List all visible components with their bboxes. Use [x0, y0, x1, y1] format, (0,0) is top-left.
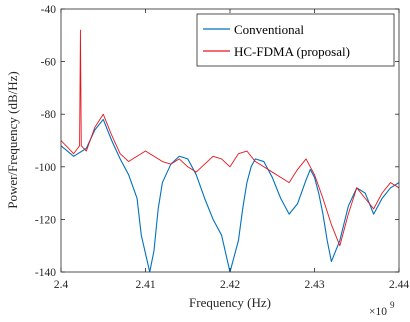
- legend: Conventional HC-FDMA (proposal): [196, 13, 395, 67]
- x-tick-label: 2.4: [54, 279, 69, 291]
- legend-box: [196, 13, 395, 67]
- series-line-conventional: [61, 118, 399, 272]
- x-tick-label: 2.41: [135, 279, 155, 291]
- y-tick-label: -100: [35, 162, 56, 174]
- y-tick-label: -60: [41, 57, 57, 69]
- y-axis-label: Power/Frequency (dB/Hz): [5, 71, 20, 209]
- legend-label-hc-fdma: HC-FDMA (proposal): [234, 44, 350, 59]
- series-line-hc-fdma: [61, 29, 399, 247]
- x-tick-label: 2.42: [220, 279, 240, 291]
- y-tick-label: -140: [35, 267, 56, 279]
- y-tick-label: -120: [35, 214, 56, 226]
- y-tick-label: -40: [41, 4, 57, 16]
- x-exponent-base: ×10: [369, 306, 387, 318]
- x-tick-label: 2.44: [389, 279, 409, 291]
- x-tick-label: 2.43: [304, 279, 324, 291]
- y-tick-label: -80: [41, 109, 57, 121]
- legend-label-conventional: Conventional: [234, 22, 304, 37]
- x-exponent-power: 9: [390, 300, 395, 310]
- x-axis-label: Frequency (Hz): [189, 295, 271, 310]
- x-axis-exponent: ×10 9: [369, 300, 395, 318]
- ticks-layer: 2.4 2.41 2.42 2.43 2.44 -40 -60 -80 -100 -120 -140: [35, 4, 409, 291]
- plot-layer: [61, 29, 399, 272]
